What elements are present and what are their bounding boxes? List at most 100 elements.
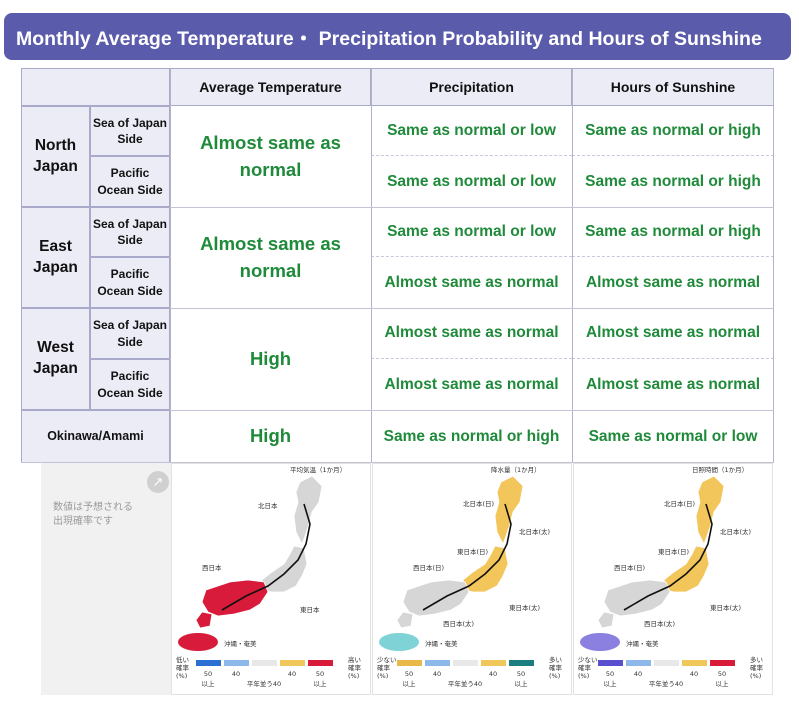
map-label: 東日本(太): [509, 603, 540, 612]
legend-tick: 50: [316, 670, 324, 678]
corner-header: [21, 68, 170, 106]
legend-right-label: 高い: [348, 655, 361, 664]
legend-tick: 40: [288, 670, 296, 678]
precipitation-map: 降水量（1か月） 北日本(日) 北日本(太) 東日本(日) 西日本(日) 東日本(太) 西日…: [377, 465, 563, 688]
legend-left-label: (%): [578, 672, 589, 680]
row-divider: [170, 410, 774, 411]
probability-note: ↗ 数値は予想される 出現確率です: [41, 463, 189, 695]
legend-sub: 以上: [604, 679, 618, 688]
legend-swatch: [196, 660, 221, 666]
legend-left-label: (%): [377, 672, 388, 680]
okinawa-sunshine-value: Same as normal or low: [572, 410, 774, 463]
west-temperature-value: High: [170, 308, 371, 410]
legend-left-label: 少ない: [578, 656, 598, 664]
north-japan-region: [695, 475, 725, 545]
map-label: 西日本: [202, 563, 222, 572]
north-pacific-sunshine-value: Same as normal or high: [572, 156, 774, 207]
map-label: 西日本(太): [443, 619, 474, 628]
legend-tick: 40: [690, 670, 698, 678]
legend-left-label: 低い: [176, 655, 189, 664]
map-label: 東日本: [300, 605, 320, 614]
side-east-sea-of-japan: Sea of Japan Side: [90, 207, 170, 257]
row-divider: [170, 308, 774, 309]
north-temperature-value: Almost same as normal: [170, 106, 371, 207]
west-japan-region: [603, 579, 671, 617]
okinawa-island: [178, 633, 218, 651]
legend-tick: 40: [232, 670, 240, 678]
legend-sub: 以上: [314, 679, 328, 688]
legend-swatch: [682, 660, 707, 666]
okinawa-temperature-value: High: [170, 410, 371, 463]
column-divider: [773, 68, 774, 463]
map-title: 平均気温（1か月）: [290, 465, 346, 474]
legend-right-label: 多い: [750, 655, 763, 664]
row-divider: [170, 207, 774, 208]
column-divider: [170, 68, 171, 463]
legend-swatch: [425, 660, 450, 666]
legend-swatch: [710, 660, 735, 666]
legend-left-label: 少ない: [377, 656, 397, 664]
header-average-temperature: Average Temperature: [170, 68, 371, 106]
map-label: 東日本(日): [658, 547, 689, 556]
legend-swatch: [252, 660, 277, 666]
map-label: 北日本(日): [664, 499, 695, 508]
column-divider: [371, 68, 372, 463]
legend-swatch: [397, 660, 422, 666]
header-precipitation: Precipitation: [371, 68, 572, 106]
kyushu-region: [597, 611, 615, 629]
north-sea-sunshine-value: Same as normal or high: [572, 106, 774, 156]
north-pacific-precipitation-value: Same as normal or low: [371, 156, 572, 207]
legend-sub: 平年並う40: [448, 679, 482, 688]
legend-sub: 以上: [403, 679, 417, 688]
region-border: [623, 503, 713, 611]
map-panel-precipitation: 降水量（1か月） 北日本(日) 北日本(太) 東日本(日) 西日本(日) 東日本(太) 西日…: [372, 463, 572, 695]
region-border: [221, 503, 311, 611]
map-label: 北日本(太): [720, 527, 751, 536]
legend-right-label: 確率: [750, 663, 764, 672]
west-sea-sunshine-value: Almost same as normal: [572, 308, 774, 359]
side-west-sea-of-japan: Sea of Japan Side: [90, 308, 170, 359]
maps-area: ↗ 数値は予想される 出現確率です 平均気温（1か月） 北日本西日本東日本沖縄・奄…: [21, 463, 774, 703]
side-west-pacific: Pacific Ocean Side: [90, 359, 170, 410]
legend-tick: 40: [489, 670, 497, 678]
north-japan-region: [293, 475, 323, 545]
map-label: 東日本(太): [710, 603, 741, 612]
okinawa-island: [580, 633, 620, 651]
east-japan-region: [261, 545, 308, 593]
map-panel-sunshine: 日照時間（1か月） 北日本(日) 北日本(太) 東日本(日) 西日本(日) 東日本(太) 西…: [573, 463, 773, 695]
east-temperature-value: Almost same as normal: [170, 207, 371, 308]
legend-tick: 50: [606, 670, 614, 678]
legend-swatch: [308, 660, 333, 666]
column-divider: [572, 68, 573, 463]
east-pacific-sunshine-value: Almost same as normal: [572, 257, 774, 308]
sunshine-map: 日照時間（1か月） 北日本(日) 北日本(太) 東日本(日) 西日本(日) 東日本(太) 西…: [578, 466, 764, 688]
legend-swatch: [626, 660, 651, 666]
region-west-japan: West Japan: [21, 308, 90, 410]
side-east-pacific: Pacific Ocean Side: [90, 257, 170, 308]
region-east-japan: East Japan: [21, 207, 90, 308]
legend-right-label: 確率: [549, 663, 563, 672]
legend-right-label: 確率: [348, 663, 362, 672]
north-japan-region: [494, 475, 524, 545]
map-label: 北日本: [258, 501, 278, 510]
map-label: 西日本(日): [413, 563, 444, 572]
map-title: 降水量（1か月）: [491, 465, 541, 474]
kyushu-region: [396, 611, 414, 629]
map-label: 沖縄・奄美: [224, 639, 257, 648]
map-label: 東日本(日): [457, 547, 488, 556]
okinawa-precipitation-value: Same as normal or high: [371, 410, 572, 463]
legend-swatch: [453, 660, 478, 666]
east-japan-region: [462, 545, 509, 593]
legend-sub: 以上: [202, 679, 216, 688]
region-border: [422, 503, 512, 611]
east-sea-sunshine-value: Same as normal or high: [572, 207, 774, 257]
legend-sub: 平年並う40: [649, 679, 683, 688]
map-label: 沖縄・奄美: [425, 639, 458, 648]
east-sea-precipitation-value: Same as normal or low: [371, 207, 572, 257]
legend-tick: 50: [204, 670, 212, 678]
legend-sub: 以上: [515, 679, 529, 688]
legend-tick: 40: [634, 670, 642, 678]
legend-tick: 40: [433, 670, 441, 678]
north-sea-precipitation-value: Same as normal or low: [371, 106, 572, 156]
legend-left-label: 確率: [578, 663, 592, 672]
